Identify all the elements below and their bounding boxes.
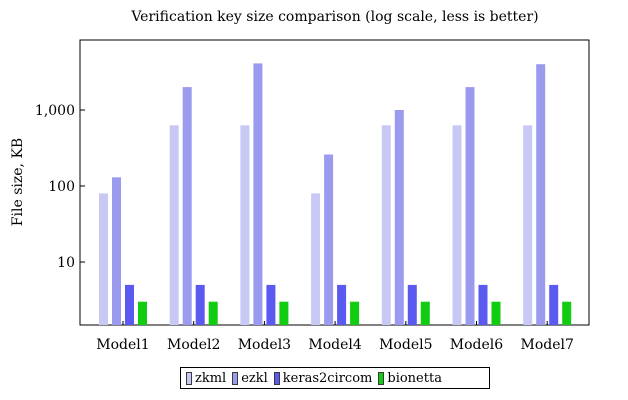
- bar-ezkl-model6: [465, 87, 475, 325]
- bar-ezkl-model1: [112, 177, 121, 325]
- bar-zkml-model5: [381, 125, 391, 325]
- bar-zkml-model1: [99, 193, 108, 325]
- bar-zkml-model6: [452, 125, 462, 325]
- y-tick-label: 100: [48, 179, 75, 195]
- bar-ezkl-model4: [324, 154, 334, 325]
- x-tick-label: Model2: [167, 337, 220, 353]
- bar-bionetta-model7: [562, 301, 572, 325]
- bar-ezkl-model7: [536, 64, 546, 325]
- bar-keras2circom-model7: [549, 284, 559, 325]
- bar-bionetta-model1: [138, 301, 147, 325]
- x-tick-label: Model5: [379, 337, 432, 353]
- plot-area-frame: [79, 39, 590, 326]
- x-tick-label: Model1: [96, 337, 149, 353]
- legend-label: ezkl: [241, 370, 268, 386]
- y-tick-label: 10: [57, 255, 75, 271]
- legend-item-bionetta: bionetta: [378, 371, 442, 386]
- bar-bionetta-model5: [420, 301, 430, 325]
- legend-label: keras2circom: [282, 370, 373, 386]
- x-tick-label: Model3: [238, 337, 291, 353]
- bar-keras2circom-model5: [407, 284, 417, 325]
- legend: zkml ezkl keras2circom bionetta: [180, 367, 490, 389]
- bar-ezkl-model2: [182, 87, 192, 325]
- bar-bionetta-model2: [208, 301, 218, 325]
- bar-keras2circom-model3: [266, 284, 276, 325]
- bar-zkml-model7: [523, 125, 533, 325]
- bar-keras2circom-model4: [337, 284, 347, 325]
- legend-item-ezkl: ezkl: [232, 371, 268, 386]
- x-tick-label: Model7: [520, 337, 573, 353]
- legend-swatch: [378, 371, 385, 385]
- bar-zkml-model2: [169, 125, 179, 325]
- x-tick-label: Model4: [308, 337, 361, 353]
- bar-bionetta-model6: [491, 301, 501, 325]
- bar-ezkl-model3: [253, 63, 263, 326]
- bar-zkml-model4: [311, 193, 321, 325]
- legend-item-keras2circom: keras2circom: [273, 370, 373, 386]
- legend-swatch: [186, 371, 192, 385]
- bar-keras2circom-model6: [478, 284, 488, 325]
- bar-ezkl-model5: [394, 110, 404, 325]
- legend-swatch: [232, 371, 239, 385]
- bar-bionetta-model4: [350, 301, 360, 325]
- legend-swatch: [273, 371, 280, 385]
- bar-zkml-model3: [240, 125, 250, 325]
- chart-title: Verification key size comparison (log sc…: [130, 9, 538, 25]
- legend-label: bionetta: [387, 370, 442, 386]
- legend-item-zkml: zkml: [186, 371, 226, 386]
- bar-keras2circom-model2: [195, 284, 205, 325]
- y-tick-label: 1,000: [35, 103, 75, 119]
- bar-bionetta-model3: [279, 301, 289, 325]
- legend-label: zkml: [195, 370, 227, 386]
- x-tick-label: Model6: [450, 337, 503, 353]
- bar-keras2circom-model1: [125, 284, 134, 325]
- y-axis-label: File size, KB: [10, 138, 26, 226]
